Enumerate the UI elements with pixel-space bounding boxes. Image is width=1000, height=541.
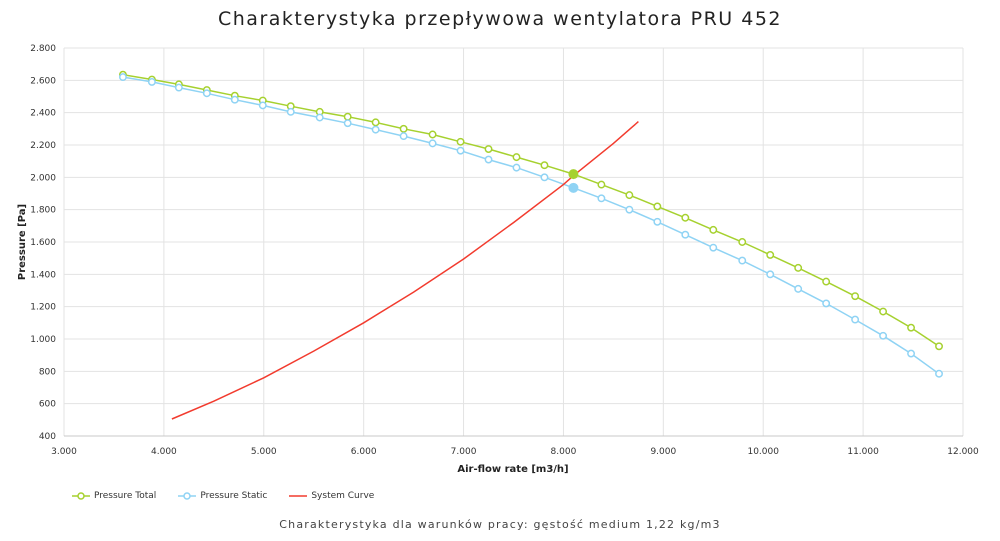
legend-label: Pressure Total	[94, 491, 157, 501]
pressure-static-point[interactable]	[371, 125, 380, 134]
y-tick-label: 400	[39, 432, 56, 442]
y-tick-label: 1.800	[30, 206, 56, 216]
pressure-total-point[interactable]	[681, 213, 690, 222]
pressure-total-point[interactable]	[399, 124, 408, 133]
legend-item-pressure-total[interactable]: Pressure Total	[72, 491, 156, 501]
pressure-static-point[interactable]	[174, 83, 183, 92]
pressure-static-point[interactable]	[202, 89, 211, 98]
pressure-static-point[interactable]	[907, 349, 916, 358]
chart-title: Charakterystyka przepływowa wentylatora …	[218, 8, 782, 30]
legend-item-pressure-static[interactable]: Pressure Static	[178, 491, 267, 501]
y-tick-label: 1.200	[30, 303, 56, 313]
y-tick-label: 2.000	[30, 173, 56, 183]
pressure-total-point[interactable]	[766, 250, 775, 259]
pressure-static-point[interactable]	[851, 315, 860, 324]
pressure-static-point[interactable]	[258, 101, 267, 110]
pressure-static-point[interactable]	[625, 205, 634, 214]
pressure-static-point[interactable]	[709, 243, 718, 252]
pressure-total-point[interactable]	[822, 277, 831, 286]
axis-ticks: 3.000 4.000 5.000 6.000 7.000 8.000 9.000 10.00…	[30, 44, 979, 457]
legend-label: System Curve	[311, 491, 375, 501]
pressure-total-point[interactable]	[371, 118, 380, 127]
pressure-static-point[interactable]	[484, 155, 493, 164]
x-tick-label: 5.000	[251, 447, 277, 457]
y-tick-label: 1.400	[30, 270, 56, 280]
pressure-static-point[interactable]	[653, 217, 662, 226]
pressure-static-point[interactable]	[286, 107, 295, 116]
x-tick-label: 11.000	[847, 447, 879, 457]
x-tick-label: 12.000	[947, 447, 979, 457]
pressure-static-point[interactable]	[343, 119, 352, 128]
y-tick-label: 2.600	[30, 76, 56, 86]
x-tick-label: 8.000	[551, 447, 577, 457]
pressure-total-point[interactable]	[879, 307, 888, 316]
pressure-total-point[interactable]	[343, 112, 352, 121]
grid-lines	[63, 47, 964, 437]
pressure-total-point[interactable]	[794, 263, 803, 272]
pressure-total-point[interactable]	[625, 191, 634, 200]
pressure-total-point[interactable]	[851, 292, 860, 301]
pressure-total-point[interactable]	[484, 145, 493, 153]
series-markers	[118, 70, 943, 378]
pressure-total-point[interactable]	[456, 137, 465, 146]
pressure-static-point[interactable]	[738, 256, 747, 265]
pressure-total-legend-icon	[72, 492, 90, 500]
pressure-static-point[interactable]	[879, 331, 888, 340]
pressure-static-point[interactable]	[147, 78, 156, 86]
y-tick-label: 2.800	[30, 44, 56, 54]
y-axis-title: Pressure [Pa]	[17, 204, 28, 280]
pressure-static-point[interactable]	[681, 230, 690, 239]
pressure-total-operating-point[interactable]	[568, 169, 579, 180]
pressure-total-point[interactable]	[540, 161, 549, 170]
pressure-static-point[interactable]	[540, 173, 549, 182]
pressure-total-point[interactable]	[907, 323, 916, 332]
pressure-static-point[interactable]	[794, 284, 803, 293]
pressure-static-legend-icon	[178, 492, 197, 500]
pressure-static-point[interactable]	[766, 270, 775, 279]
pressure-static-point[interactable]	[456, 146, 465, 155]
legend-label: Pressure Static	[200, 491, 268, 501]
y-tick-label: 1.000	[30, 335, 56, 345]
y-tick-label: 2.200	[30, 141, 56, 151]
pressure-static-point[interactable]	[822, 299, 831, 308]
y-tick-label: 1.600	[30, 238, 56, 248]
x-axis-title: Air-flow rate [m3/h]	[457, 464, 568, 475]
system-curve-legend-icon	[289, 495, 308, 497]
x-tick-label: 3.000	[51, 447, 77, 457]
pressure-total-point[interactable]	[512, 153, 521, 162]
x-tick-label: 6.000	[351, 447, 377, 457]
pressure-static-point[interactable]	[230, 95, 239, 104]
x-tick-label: 7.000	[451, 447, 477, 457]
series-lines	[122, 73, 940, 420]
pressure-static-point[interactable]	[512, 163, 521, 172]
x-tick-label: 10.000	[747, 447, 779, 457]
pressure-total-point[interactable]	[597, 180, 606, 189]
pressure-static-point[interactable]	[935, 369, 943, 378]
x-tick-label: 4.000	[151, 447, 177, 457]
pressure-static-point[interactable]	[118, 73, 127, 82]
system-curve-line	[171, 121, 639, 420]
pressure-total-point[interactable]	[738, 238, 747, 246]
pressure-static-point[interactable]	[399, 132, 408, 141]
chart-subtitle: Charakterystyka dla warunków pracy: gęst…	[279, 518, 721, 531]
pressure-total-point[interactable]	[935, 342, 943, 351]
pressure-total-point[interactable]	[653, 202, 662, 211]
pressure-static-point[interactable]	[428, 139, 437, 148]
legend-item-system-curve[interactable]: System Curve	[289, 491, 374, 501]
pressure-static-operating-point[interactable]	[568, 182, 579, 193]
pressure-static-line	[122, 76, 940, 375]
x-tick-label: 9.000	[650, 447, 676, 457]
pressure-static-point[interactable]	[597, 194, 606, 203]
pressure-total-point[interactable]	[709, 225, 718, 234]
pressure-total-point[interactable]	[428, 130, 437, 139]
pressure-total-line	[122, 73, 940, 347]
y-tick-label: 800	[39, 367, 56, 377]
pressure-static-point[interactable]	[315, 113, 324, 122]
y-tick-label: 2.400	[30, 109, 56, 119]
y-tick-label: 600	[39, 400, 56, 410]
legend: Pressure Total Pressure Static System Curv…	[72, 491, 374, 501]
